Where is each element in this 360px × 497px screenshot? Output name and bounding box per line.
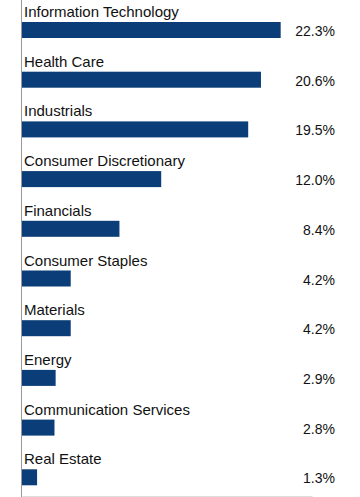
data-label: 1.3% [303,470,335,486]
x-axis-line [23,496,313,497]
bar [22,370,56,386]
data-labels: 22.3% 20.6% 19.5% 12.0% 8.4% 4.2% 4.2% 2.9% 2.8%… [295,23,335,486]
category-label: Health Care [24,53,104,70]
category-labels: Information Technology Health Care Industr… [24,3,190,467]
bar [22,221,119,237]
data-label: 4.2% [303,321,335,337]
category-label: Industrials [24,102,92,119]
data-label: 8.4% [303,222,335,238]
bar [22,171,161,187]
data-label: 19.5% [295,122,335,138]
bar [22,22,281,38]
category-axis-line [21,0,22,497]
x-axis [23,496,313,497]
bars [22,22,281,485]
data-label: 2.8% [303,421,335,437]
category-label: Financials [24,202,92,219]
data-label: 4.2% [303,272,335,288]
data-label: 20.6% [295,73,335,89]
category-label: Communication Services [24,401,190,418]
bar [22,72,261,88]
category-label: Real Estate [24,450,102,467]
chart: Information Technology Health Care Industr… [0,0,360,497]
bar [22,320,71,336]
bar [22,469,37,485]
bar [22,121,248,137]
category-label: Consumer Discretionary [24,152,185,169]
data-label: 2.9% [303,371,335,387]
bar [22,420,54,436]
category-label: Materials [24,301,85,318]
bar [22,271,71,287]
category-label: Information Technology [24,3,179,20]
data-label: 22.3% [295,23,335,39]
category-label: Energy [24,351,72,368]
data-label: 12.0% [295,172,335,188]
category-label: Consumer Staples [24,252,147,269]
